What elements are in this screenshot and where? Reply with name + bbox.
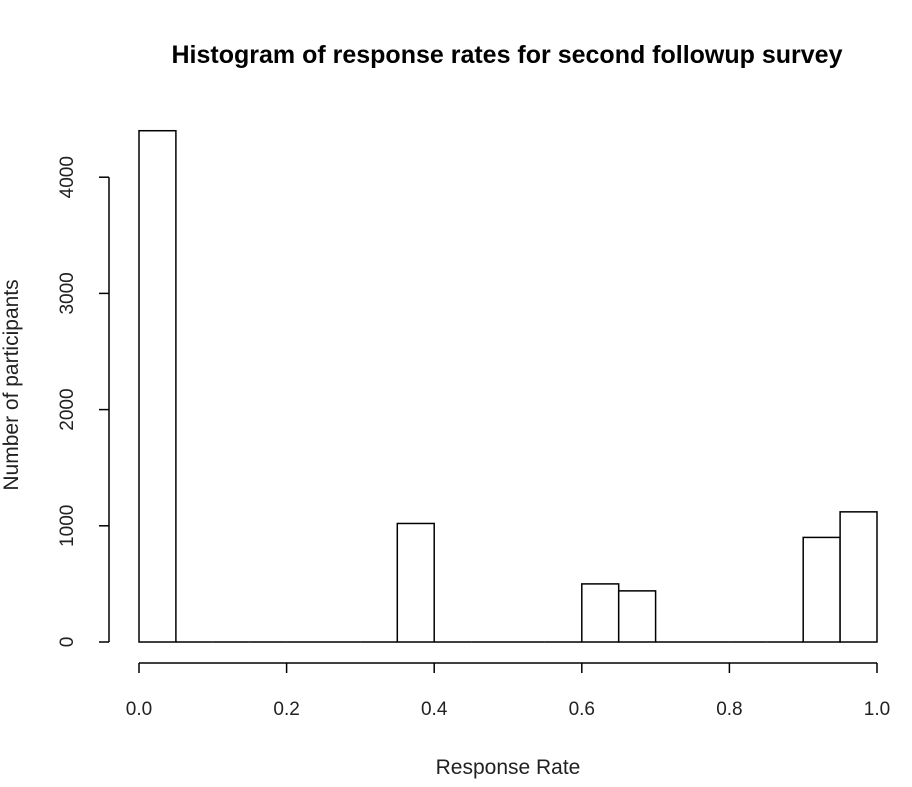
y-axis-label: Number of participants — [0, 279, 23, 490]
x-tick-label-4: 0.8 — [716, 699, 742, 720]
x-axis: 0.0 0.2 0.4 0.6 0.8 1.0 — [126, 662, 890, 720]
x-axis-label: Response Rate — [436, 756, 581, 779]
chart-title: Histogram of response rates for second f… — [172, 41, 843, 69]
y-tick-label-3: 3000 — [57, 272, 78, 314]
y-axis: 0 1000 2000 3000 4000 — [57, 156, 110, 648]
y-tick-label-0: 0 — [57, 637, 78, 648]
x-tick-label-1: 0.2 — [273, 699, 299, 720]
y-tick-label-4: 4000 — [57, 156, 78, 198]
bars-group — [138, 129, 878, 643]
x-tick-label-2: 0.4 — [421, 699, 448, 720]
histogram-bar-0 — [138, 129, 177, 643]
y-tick-label-2: 2000 — [57, 388, 78, 430]
x-tick-label-5: 1.0 — [864, 699, 890, 720]
histogram-bar-12 — [581, 583, 620, 643]
histogram-bar-18 — [802, 536, 841, 643]
y-tick-label-1: 1000 — [57, 505, 78, 547]
histogram-bar-7 — [396, 522, 435, 643]
x-tick-label-0: 0.0 — [126, 699, 152, 720]
histogram-bar-19 — [839, 511, 878, 643]
x-tick-label-3: 0.6 — [569, 699, 595, 720]
histogram-bar-13 — [617, 590, 657, 643]
